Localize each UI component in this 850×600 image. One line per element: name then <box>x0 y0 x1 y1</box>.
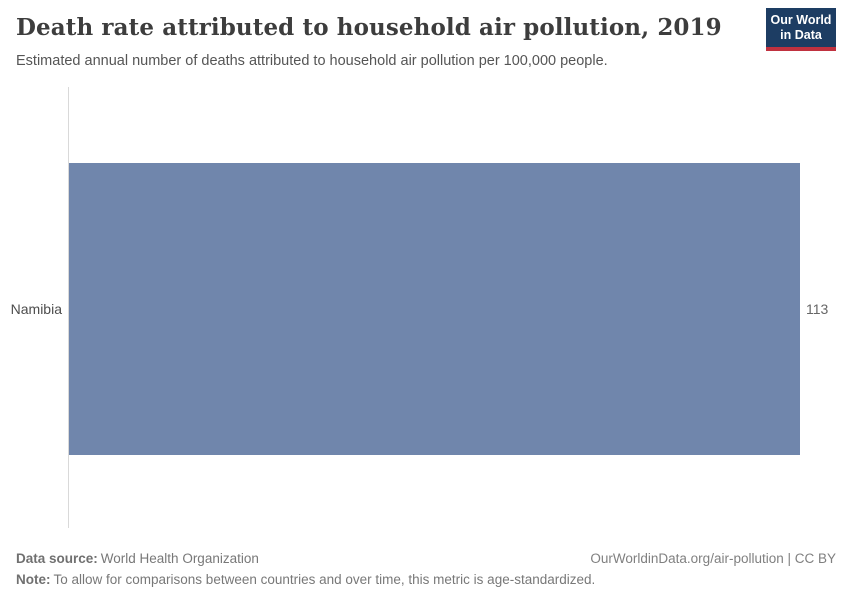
chart-footer: Data source: World Health Organization No… <box>16 548 836 590</box>
data-source-label: Data source: <box>16 551 98 566</box>
entity-label: Namibia <box>10 301 62 317</box>
data-source-value: World Health Organization <box>100 551 259 566</box>
owid-logo[interactable]: Our World in Data <box>766 8 836 51</box>
chart-title: Death rate attributed to household air p… <box>16 14 722 41</box>
owid-logo-line2: in Data <box>780 28 822 42</box>
note-label: Note: <box>16 572 51 587</box>
note-value: To allow for comparisons between countri… <box>53 572 596 587</box>
license-link[interactable]: OurWorldinData.org/air-pollution | CC BY <box>590 551 836 566</box>
chart-subtitle: Estimated annual number of deaths attrib… <box>16 53 608 69</box>
data-source-line: Data source: World Health Organization <box>16 548 836 569</box>
bar-namibia[interactable] <box>69 163 800 455</box>
owid-logo-line1: Our World <box>770 13 832 27</box>
plot-area <box>68 87 800 528</box>
value-label: 113 <box>806 301 829 317</box>
note-line: Note: To allow for comparisons between co… <box>16 569 836 590</box>
